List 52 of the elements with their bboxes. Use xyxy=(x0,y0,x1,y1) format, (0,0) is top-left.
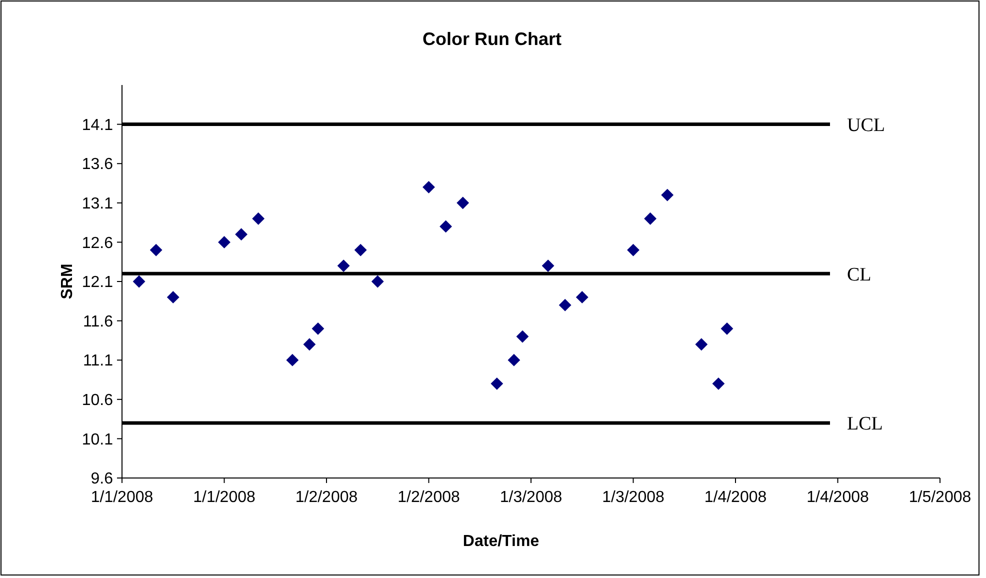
point xyxy=(695,338,708,350)
point xyxy=(312,322,324,335)
point xyxy=(440,220,452,232)
x-tick-label: 1/2/2008 xyxy=(398,489,460,506)
x-axis-title: Date/Time xyxy=(462,533,540,550)
ref-line-label: LCL xyxy=(847,414,883,435)
y-axis-title: SRM xyxy=(59,264,76,300)
point xyxy=(150,244,162,256)
y-tick-label: 11.6 xyxy=(83,313,114,330)
y-tick-label: 9.6 xyxy=(90,470,114,488)
y-tick-label: 10.6 xyxy=(82,392,114,409)
point xyxy=(456,196,469,209)
point xyxy=(167,291,180,304)
point xyxy=(286,354,298,366)
point xyxy=(490,378,503,390)
point xyxy=(354,244,367,256)
y-tick-label: 12.1 xyxy=(82,274,114,292)
point xyxy=(542,260,554,272)
y-tick-label: 11.1 xyxy=(83,352,114,370)
x-tick-label: 1/5/2008 xyxy=(908,489,972,506)
point xyxy=(372,276,384,288)
point xyxy=(422,181,435,194)
point xyxy=(559,299,572,312)
y-tick-label: 12.6 xyxy=(82,234,114,252)
point xyxy=(720,322,733,335)
point xyxy=(644,212,656,225)
point xyxy=(303,338,316,350)
chart-title: Color Run Chart xyxy=(422,29,562,49)
point xyxy=(338,260,350,272)
x-tick-label: 1/1/2008 xyxy=(193,489,256,506)
point xyxy=(235,228,248,240)
point xyxy=(627,244,640,256)
point xyxy=(133,276,146,288)
point xyxy=(661,189,674,202)
y-tick-label: 10.1 xyxy=(82,431,114,448)
y-tick-label: 13.6 xyxy=(82,156,114,174)
x-tick-label: 1/3/2008 xyxy=(500,489,562,506)
point xyxy=(252,212,264,225)
point xyxy=(508,354,520,366)
y-tick-label: 14.1 xyxy=(82,116,114,134)
point xyxy=(218,236,230,248)
x-tick-label: 1/4/2008 xyxy=(704,489,767,506)
ref-line-label: CL xyxy=(847,264,872,286)
y-tick-label: 13.1 xyxy=(82,196,114,212)
ref-line-label: UCL xyxy=(847,114,885,136)
x-tick-label: 1/1/2008 xyxy=(90,489,154,506)
x-tick-label: 1/2/2008 xyxy=(295,489,358,506)
x-tick-label: 1/3/2008 xyxy=(602,489,664,506)
x-tick-label: 1/4/2008 xyxy=(806,489,869,506)
point xyxy=(576,291,588,304)
point xyxy=(712,378,724,390)
point xyxy=(516,330,528,343)
